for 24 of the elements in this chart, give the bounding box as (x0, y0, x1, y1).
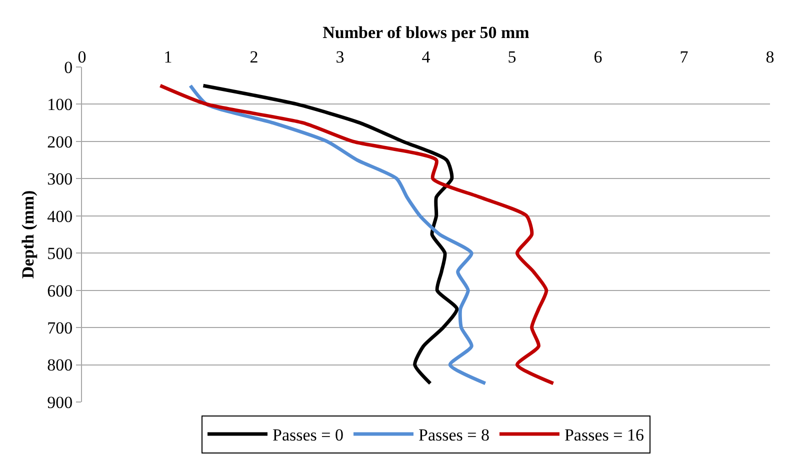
y-axis-title: Depth (mm) (18, 190, 38, 279)
y-tick-label: 400 (47, 206, 73, 226)
x-tick-label: 8 (766, 48, 774, 67)
x-tick-label: 3 (336, 48, 344, 67)
x-tick-label: 5 (508, 48, 516, 67)
x-tick-label: 2 (250, 48, 258, 67)
x-tick-label: 6 (594, 48, 602, 67)
x-axis-title: Number of blows per 50 mm (322, 23, 530, 42)
x-tick-label: 1 (164, 48, 172, 67)
legend-label: Passes = 8 (418, 426, 490, 445)
y-tick-label: 900 (47, 392, 73, 412)
x-tick-label: 4 (422, 48, 431, 67)
y-tick-label: 800 (47, 356, 73, 375)
y-tick-label: 600 (47, 281, 73, 300)
legend-label: Passes = 16 (564, 426, 644, 445)
y-tick-label: 300 (47, 170, 73, 189)
x-tick-label: 7 (680, 48, 689, 67)
legend-label: Passes = 0 (272, 426, 344, 445)
y-tick-label: 500 (47, 244, 73, 264)
y-tick-label: 100 (47, 95, 73, 114)
line-series (158, 84, 556, 386)
x-tick-label: 0 (78, 48, 86, 67)
y-tick-label: 200 (47, 132, 73, 152)
y-tick-label: 700 (47, 318, 73, 338)
